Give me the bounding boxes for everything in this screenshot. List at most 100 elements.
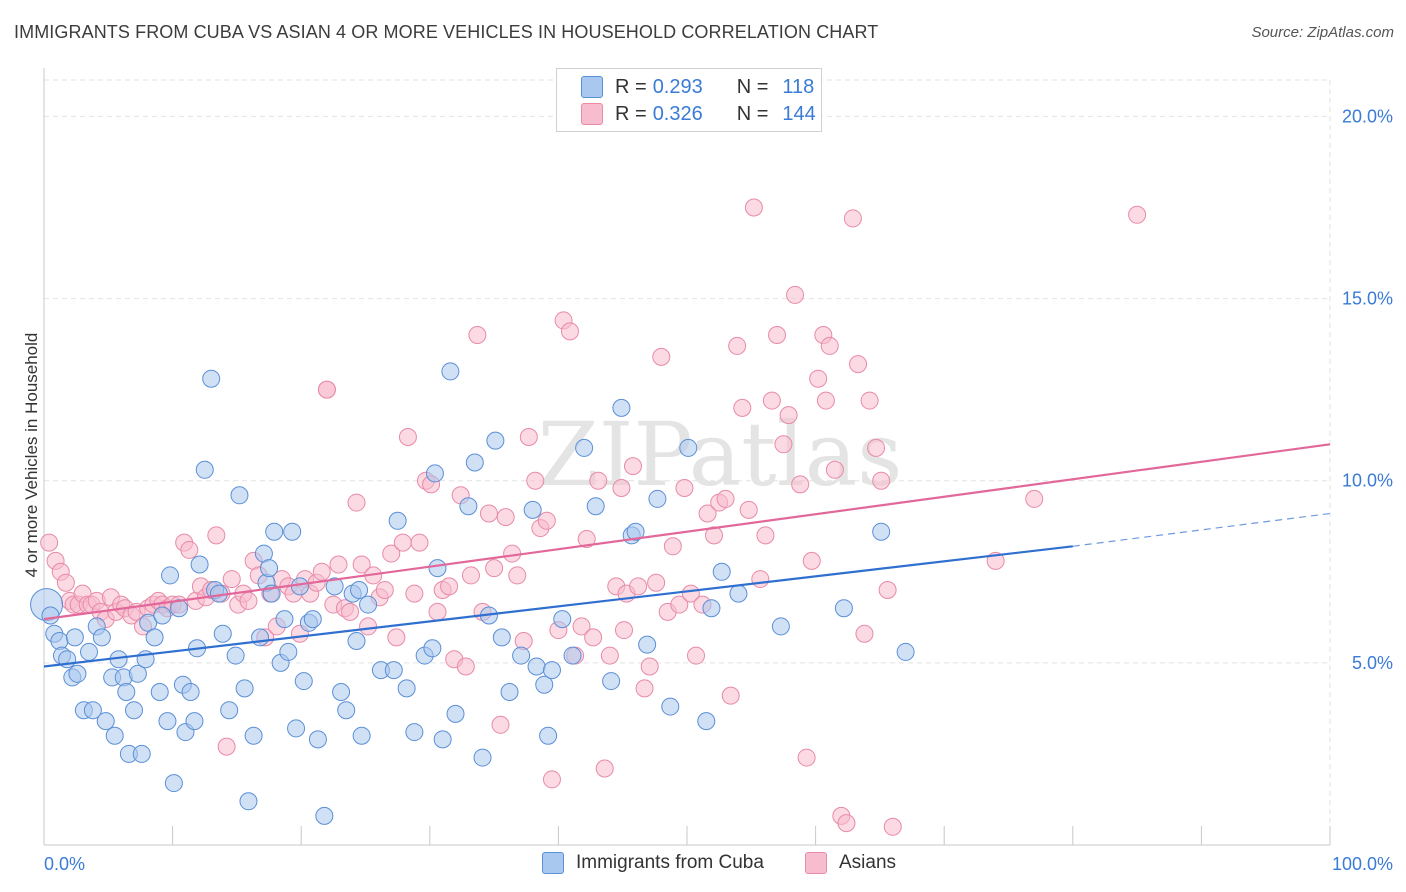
cuba-point bbox=[500, 683, 519, 701]
asians-point bbox=[503, 544, 522, 563]
cuba-point bbox=[425, 464, 444, 483]
asians-point bbox=[352, 555, 371, 574]
asians-point bbox=[56, 573, 75, 592]
bottom-legend: Immigrants from Cuba Asians bbox=[0, 852, 1406, 876]
cuba-point bbox=[428, 559, 447, 578]
cuba-point bbox=[279, 642, 298, 661]
cuba-point bbox=[128, 664, 147, 683]
cuba-point bbox=[235, 679, 254, 698]
asians-point bbox=[860, 391, 879, 410]
cuba-point bbox=[251, 628, 270, 647]
cuba-point bbox=[771, 617, 790, 636]
cuba-point bbox=[388, 511, 407, 530]
legend-r-value: 0.326 bbox=[652, 102, 703, 125]
cuba-point bbox=[158, 712, 177, 731]
cuba-point bbox=[202, 369, 221, 388]
asians-point bbox=[878, 581, 897, 599]
asians-point bbox=[612, 479, 631, 497]
asians-point bbox=[347, 493, 366, 512]
swatch-pink bbox=[805, 852, 827, 874]
cuba-point bbox=[896, 642, 915, 661]
asians-point bbox=[855, 624, 874, 643]
asians-point bbox=[872, 471, 891, 490]
cuba-point bbox=[539, 726, 558, 745]
cuba-point bbox=[105, 726, 124, 745]
legend-n-label: N = bbox=[736, 102, 769, 125]
cuba-point bbox=[648, 489, 667, 508]
cuba-point bbox=[308, 730, 327, 749]
cuba-point bbox=[337, 701, 356, 720]
asians-point bbox=[623, 457, 642, 476]
asians-point bbox=[716, 489, 735, 508]
cuba-point bbox=[465, 453, 484, 472]
bottom-legend-asians-label: Asians bbox=[839, 852, 897, 873]
cuba-point bbox=[80, 642, 99, 661]
cuba-point bbox=[459, 497, 478, 516]
cuba-point bbox=[834, 599, 853, 618]
cuba-point bbox=[213, 624, 232, 643]
trend-lines bbox=[43, 443, 1331, 668]
asians-point bbox=[744, 198, 763, 217]
asians-point bbox=[779, 406, 798, 425]
cuba-point bbox=[68, 664, 87, 683]
cuba-point bbox=[729, 584, 748, 603]
asians-point bbox=[751, 570, 770, 589]
legend-r-label: R = bbox=[615, 75, 647, 98]
cuba-point bbox=[527, 657, 546, 676]
cuba-point bbox=[697, 712, 716, 731]
cuba-point bbox=[332, 683, 351, 701]
asians-point bbox=[883, 817, 902, 836]
asians-point bbox=[542, 770, 561, 789]
cuba-point bbox=[352, 726, 371, 745]
cuba-point bbox=[512, 646, 531, 665]
asians-point bbox=[721, 686, 740, 705]
cuba-point bbox=[626, 522, 645, 541]
cuba-point bbox=[132, 744, 151, 763]
asians-point bbox=[359, 617, 378, 636]
asians-point bbox=[508, 566, 527, 585]
asians-point bbox=[670, 595, 689, 614]
cuba-point bbox=[287, 719, 306, 738]
asians-point bbox=[809, 369, 828, 388]
legend-n-value: 144 bbox=[782, 102, 816, 125]
y-tick-label: 15.0% bbox=[1342, 289, 1393, 309]
legend-r-label: R = bbox=[615, 102, 647, 125]
cuba-trend-line bbox=[43, 545, 1073, 668]
cuba-point bbox=[325, 577, 344, 596]
asians-point bbox=[398, 428, 417, 446]
cuba-point bbox=[226, 646, 245, 665]
bottom-legend-asians[interactable]: Asians bbox=[805, 852, 896, 874]
cuba-point bbox=[265, 522, 284, 541]
cuba-point bbox=[294, 672, 313, 691]
asians-point bbox=[387, 628, 406, 647]
cuba-trend-extension bbox=[1072, 512, 1331, 547]
cuba-point bbox=[602, 672, 621, 691]
legend-box: R = 0.293 N = 118 R = 0.326 N = 144 bbox=[556, 68, 822, 132]
cuba-point bbox=[712, 562, 731, 581]
cuba-point bbox=[423, 639, 442, 658]
cuba-point bbox=[275, 610, 294, 629]
asians-point bbox=[496, 508, 515, 527]
asians-point bbox=[705, 526, 724, 545]
cuba-point bbox=[83, 701, 102, 720]
source-label: Source: ZipAtlas.com bbox=[1251, 24, 1394, 41]
asians-point bbox=[456, 657, 475, 676]
asians-point bbox=[774, 435, 793, 454]
cuba-point bbox=[230, 486, 249, 505]
legend-r-value: 0.293 bbox=[652, 75, 703, 98]
asians-point bbox=[837, 814, 856, 833]
cuba-point bbox=[260, 559, 279, 578]
asians-point bbox=[519, 428, 538, 446]
cuba-point bbox=[523, 500, 542, 519]
asians-point bbox=[820, 336, 839, 355]
asians-point bbox=[222, 570, 241, 589]
asians-point bbox=[589, 471, 608, 490]
cuba-point bbox=[96, 712, 115, 731]
asians-point bbox=[600, 646, 619, 665]
cuba-point bbox=[185, 712, 204, 731]
cuba-point bbox=[405, 723, 424, 742]
bottom-legend-cuba[interactable]: Immigrants from Cuba bbox=[542, 852, 764, 874]
cuba-point bbox=[553, 610, 572, 629]
asians-point bbox=[577, 530, 596, 548]
asians-point bbox=[207, 526, 226, 545]
